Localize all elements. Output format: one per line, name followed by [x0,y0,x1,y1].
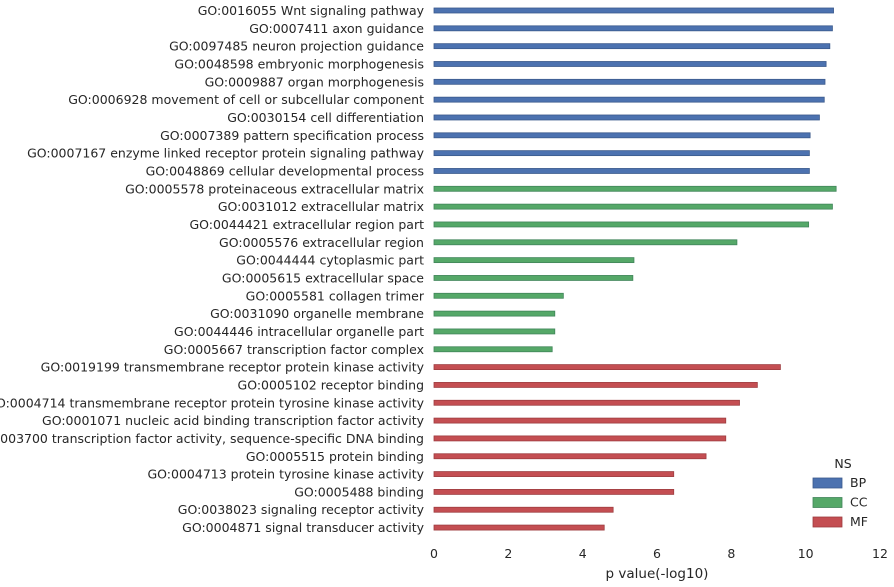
category-label: GO:0009887 organ morphogenesis [205,74,424,89]
bar-mf [433,435,727,442]
category-labels: GO:0016055 Wnt signaling pathway GO:00074… [0,3,425,535]
category-label: GO:0031090 organelle membrane [210,306,424,321]
category-label: GO:0007167 enzyme linked receptor protei… [27,146,425,161]
x-axis-ticks: 0 2 4 6 8 10 12 [430,546,888,561]
bar-bp [433,61,827,67]
category-label: GO:0048869 cellular developmental proces… [146,163,424,178]
bar-bp [433,168,810,174]
category-label: GO:0005667 transcription factor complex [164,342,424,357]
bar-cc [433,346,553,353]
category-label: GO:0005515 protein binding [246,449,424,464]
x-tick-label: 6 [653,546,661,561]
x-tick-label: 10 [798,546,814,561]
legend-label-bp: BP [850,475,867,490]
bar-bp [433,114,820,121]
legend: NS BP CC MF [812,456,868,529]
bar-mf [433,382,758,388]
category-label: GO:0031012 extracellular matrix [218,199,424,214]
x-tick-label: 12 [872,546,888,561]
category-label: GO:0019199 transmembrane receptor protei… [41,360,425,375]
bar-bp [433,78,826,85]
bar-cc [433,203,833,210]
bar-cc [433,310,556,317]
category-label: GO:0003700 transcription factor activity… [0,431,424,446]
bar-bp [433,43,831,50]
bar-bp [433,7,834,14]
category-label: GO:0016055 Wnt signaling pathway [198,3,425,18]
bar-cc [433,275,634,281]
x-tick-label: 4 [579,546,587,561]
legend-swatch-cc [812,497,843,508]
category-label: GO:0004713 protein tyrosine kinase activ… [148,467,425,482]
bar-bp [433,132,811,139]
category-label: GO:0005578 proteinaceous extracellular m… [125,181,424,196]
category-label: GO:0044421 extracellular region part [189,217,424,232]
category-label: GO:0001071 nucleic acid binding transcri… [42,413,425,428]
bar-bp [433,25,833,32]
bar-mf [433,506,614,513]
bar-mf [433,453,707,460]
bar-bp [433,150,810,157]
category-label: GO:0005488 binding [294,484,424,499]
legend-swatch-bp [812,477,843,489]
category-label: GO:0048598 embryonic morphogenesis [174,56,424,71]
x-axis-label: p value(-log10) [606,566,709,582]
bar-mf [433,524,605,531]
category-label: GO:0007411 axon guidance [249,21,424,36]
category-label: GO:0044444 cytoplasmic part [236,253,424,268]
bar-cc [433,328,556,335]
bar-mf [433,399,740,406]
bars [433,7,837,531]
category-label: GO:0006928 movement of cell or subcellul… [68,92,424,107]
category-label: GO:0005581 collagen trimer [246,288,425,303]
category-label: GO:0030154 cell differentiation [227,110,424,125]
category-label: GO:0005576 extracellular region [219,235,424,250]
category-label: GO:0038023 signaling receptor activity [178,502,425,517]
category-label: GO:0007389 pattern specification process [160,128,424,143]
bar-mf [433,489,675,495]
category-label: GO:0004871 signal transducer activity [182,520,424,535]
category-label: GO:0097485 neuron projection guidance [169,39,424,54]
bar-cc [433,239,738,246]
bar-mf [433,471,675,477]
bar-mf [433,364,781,371]
legend-label-cc: CC [850,495,868,510]
x-tick-label: 8 [727,546,735,561]
category-label: GO:0005615 extracellular space [222,270,424,285]
bar-mf [433,417,727,424]
bar-cc [433,257,635,264]
x-tick-label: 2 [504,546,512,561]
legend-label-mf: MF [850,514,868,529]
legend-swatch-mf [812,516,843,528]
category-label: GO:0005102 receptor binding [238,377,424,392]
bar-bp [433,96,825,103]
bar-cc [433,292,564,299]
legend-title: NS [834,456,851,471]
bar-cc [433,185,837,192]
category-label: GO:0044446 intracellular organelle part [174,324,424,339]
bar-cc [433,221,810,228]
category-label: GO:0004714 transmembrane receptor protei… [0,395,425,410]
x-tick-label: 0 [430,546,438,561]
